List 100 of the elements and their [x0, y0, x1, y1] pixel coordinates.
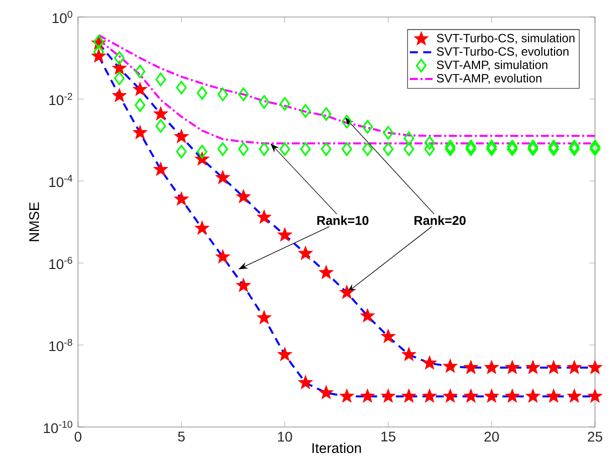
point	[443, 358, 458, 373]
legend-label: SVT-Turbo-CS, simulation	[436, 34, 574, 44]
point	[174, 129, 189, 143]
point	[238, 142, 249, 156]
point	[506, 142, 518, 156]
point	[236, 189, 251, 204]
point	[112, 88, 127, 102]
point	[174, 192, 189, 206]
y-tick-label: 10$^{-6}$	[49, 256, 72, 270]
x-tick-label: 10	[278, 432, 292, 442]
point	[342, 114, 352, 128]
point	[382, 142, 394, 156]
point	[134, 98, 146, 112]
point	[464, 360, 478, 374]
x-tick-label: 20	[484, 432, 499, 442]
point	[548, 142, 559, 156]
point	[567, 388, 582, 403]
point	[256, 310, 272, 324]
point	[318, 385, 334, 400]
point	[402, 347, 416, 361]
point	[380, 329, 396, 343]
point	[196, 144, 208, 158]
y-tick-label: 10$^{-2}$	[49, 92, 72, 106]
point	[217, 142, 228, 156]
point	[256, 210, 272, 224]
point	[466, 142, 476, 156]
point	[112, 60, 127, 75]
point	[300, 142, 311, 156]
point	[546, 360, 561, 374]
point	[505, 388, 520, 403]
legend-label: SVT-AMP, simulation	[436, 60, 548, 71]
point	[320, 142, 332, 156]
legend-label: SVT-AMP, evolution	[436, 74, 542, 84]
y-tick-label: 10$^{-10}$	[44, 420, 72, 434]
point	[258, 142, 270, 156]
point	[404, 132, 414, 146]
point	[216, 170, 230, 184]
point	[278, 227, 292, 242]
point	[484, 360, 499, 374]
point	[320, 107, 332, 121]
point	[155, 119, 166, 133]
point	[569, 142, 580, 156]
point	[132, 125, 148, 139]
point	[362, 120, 373, 134]
point	[280, 97, 290, 111]
point	[505, 360, 520, 374]
y-tick-label: 10$^{0}$	[52, 10, 72, 24]
point	[464, 388, 478, 403]
point	[342, 142, 352, 156]
point	[216, 249, 230, 264]
point	[528, 140, 538, 154]
point	[526, 360, 540, 374]
point	[424, 142, 435, 156]
point	[486, 140, 497, 154]
point	[176, 80, 187, 94]
point	[424, 136, 435, 150]
point	[506, 140, 518, 154]
point	[484, 388, 499, 403]
point	[114, 51, 125, 65]
point	[236, 278, 251, 292]
point	[466, 140, 476, 154]
point	[280, 142, 290, 156]
point	[382, 126, 394, 140]
point	[444, 140, 456, 154]
point	[528, 142, 538, 156]
point	[548, 140, 559, 154]
point	[380, 388, 396, 403]
annotation: Rank=20	[414, 216, 466, 225]
annotation: Rank=10	[317, 216, 368, 225]
point	[134, 64, 146, 78]
point	[153, 106, 168, 120]
point	[404, 142, 414, 156]
point	[567, 360, 582, 374]
point	[340, 284, 354, 299]
point	[298, 375, 313, 389]
point	[360, 308, 375, 322]
y-tick-label: 10$^{-4}$	[49, 174, 72, 188]
point	[526, 388, 540, 403]
point	[590, 142, 600, 156]
point	[546, 388, 561, 403]
point	[318, 265, 334, 279]
point	[569, 140, 580, 154]
point	[590, 140, 600, 154]
x-tick-label: 25	[588, 432, 602, 442]
point	[132, 82, 148, 96]
x-tick-label: 0	[74, 432, 82, 442]
point	[422, 356, 437, 370]
point	[300, 104, 311, 118]
point	[217, 88, 228, 102]
point	[422, 388, 437, 403]
point	[443, 388, 458, 403]
point	[114, 71, 125, 86]
x-axis-title: Iteration	[312, 442, 361, 454]
point	[194, 220, 210, 235]
point	[238, 88, 249, 102]
x-tick-label: 15	[381, 432, 396, 442]
point	[176, 144, 187, 158]
point	[362, 142, 373, 156]
point	[298, 246, 313, 260]
point	[278, 347, 292, 361]
